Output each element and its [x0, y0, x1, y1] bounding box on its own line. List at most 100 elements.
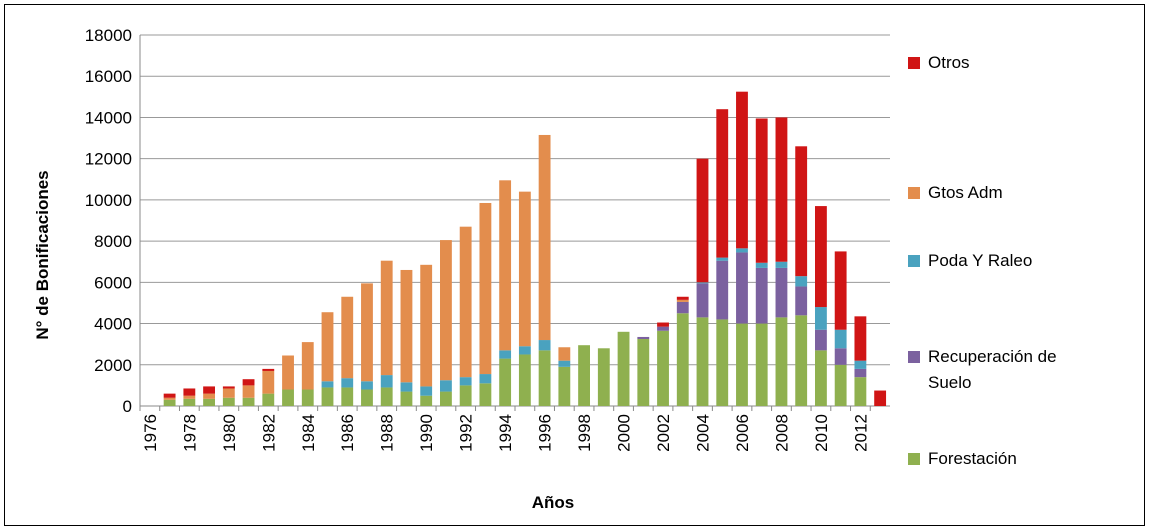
bar-segment — [815, 350, 827, 406]
bar-segment — [380, 387, 393, 406]
bar-segment — [499, 180, 512, 351]
bar-segment — [558, 360, 571, 367]
y-tick-label: 0 — [123, 397, 132, 416]
bar-segment — [657, 326, 669, 331]
x-tick-label: 1984 — [299, 414, 318, 452]
bar-segment — [301, 389, 314, 406]
bar-segment — [183, 395, 196, 399]
bar-segment — [459, 385, 472, 406]
bar-segment — [854, 368, 867, 378]
y-tick-label: 16000 — [85, 67, 132, 86]
bar-segment — [854, 377, 867, 406]
bar-segment — [538, 350, 551, 406]
bar-segment — [301, 342, 314, 390]
x-tick-label: 1990 — [417, 414, 436, 452]
y-tick-label: 10000 — [85, 191, 132, 210]
bar-segment — [795, 286, 808, 316]
legend-item: Recuperación de Suelo — [908, 344, 1073, 396]
bar-segment — [400, 382, 413, 392]
bar-segment — [242, 397, 255, 406]
bar-segment — [341, 378, 354, 388]
y-tick-label: 18000 — [85, 26, 132, 45]
bar-segment — [558, 366, 571, 406]
legend-label: Forestación — [928, 449, 1017, 468]
bar-segment — [755, 118, 768, 263]
legend-swatch — [908, 187, 920, 199]
bar-segment — [696, 317, 709, 406]
bar-segment — [242, 385, 255, 398]
x-tick-label: 2000 — [615, 414, 634, 452]
bar-segment — [163, 399, 176, 406]
bar-segment — [380, 375, 393, 388]
bar-segment — [361, 283, 373, 382]
bar-segment — [222, 386, 235, 389]
bar-segment — [736, 248, 748, 253]
bar-segment — [440, 391, 452, 406]
bar-segment — [282, 355, 294, 390]
bar-segment — [479, 383, 492, 406]
bar-segment — [716, 109, 729, 258]
x-tick-label: 2004 — [694, 414, 713, 452]
x-tick-label: 1996 — [536, 414, 555, 452]
bar-segment — [834, 348, 847, 365]
bar-segment — [321, 381, 334, 388]
bar-segment — [321, 312, 334, 382]
bar-segment — [538, 340, 551, 351]
bar-segment — [657, 322, 669, 327]
legend-item: Otros — [908, 50, 1128, 76]
bar-segment — [716, 260, 729, 320]
bar-segment — [321, 387, 334, 406]
bar-segment — [795, 315, 808, 406]
x-tick-label: 2010 — [812, 414, 831, 452]
y-axis-title: N° de Bonificaciones — [33, 170, 52, 339]
bar-segment — [203, 386, 215, 394]
y-tick-label: 6000 — [94, 273, 132, 292]
bar-segment — [834, 251, 847, 330]
x-tick-label: 2008 — [772, 414, 791, 452]
bar-segment — [183, 388, 196, 396]
bar-segment — [558, 347, 571, 361]
chart-border — [4, 4, 1145, 526]
bar-segment — [637, 336, 650, 340]
bar-segment — [262, 368, 275, 371]
bar-segment — [341, 296, 354, 379]
bar-segment — [755, 323, 768, 406]
bar-segment — [795, 146, 808, 277]
x-axis-title: Años — [532, 493, 575, 512]
bar-segment — [854, 360, 867, 369]
bar-segment — [361, 389, 373, 406]
bar-segment — [163, 397, 176, 400]
x-tick-label: 2012 — [851, 414, 870, 452]
bar-segment — [834, 364, 847, 406]
bar-segment — [459, 377, 472, 386]
bar-segment — [696, 282, 709, 284]
bar-segment — [163, 393, 176, 398]
x-tick-label: 1992 — [457, 414, 476, 452]
bar-segment — [795, 276, 808, 287]
bar-segment — [420, 386, 433, 396]
legend-swatch — [908, 255, 920, 267]
bar-segment — [696, 158, 709, 283]
bar-segment — [815, 329, 827, 351]
bar-segment — [617, 331, 630, 406]
bar-segment — [716, 257, 729, 261]
bar-segment — [361, 381, 373, 390]
bar-segment — [597, 348, 610, 406]
bar-segment — [499, 358, 512, 406]
bar-segment — [203, 393, 215, 399]
bar-segment — [775, 261, 788, 268]
legend-label: Gtos Adm — [928, 183, 1003, 202]
x-tick-label: 1988 — [378, 414, 397, 452]
bar-segment — [637, 339, 650, 406]
bar-segment — [815, 307, 827, 330]
legend-item: Poda Y Raleo — [908, 248, 1128, 274]
x-tick-label: 1986 — [338, 414, 357, 452]
bar-segment — [676, 296, 689, 300]
x-tick-label: 2002 — [654, 414, 673, 452]
bar-segment — [676, 299, 689, 302]
bar-segment — [222, 388, 235, 398]
bar-segment — [834, 329, 847, 349]
bar-segment — [736, 252, 748, 324]
legend-label: Otros — [928, 53, 970, 72]
